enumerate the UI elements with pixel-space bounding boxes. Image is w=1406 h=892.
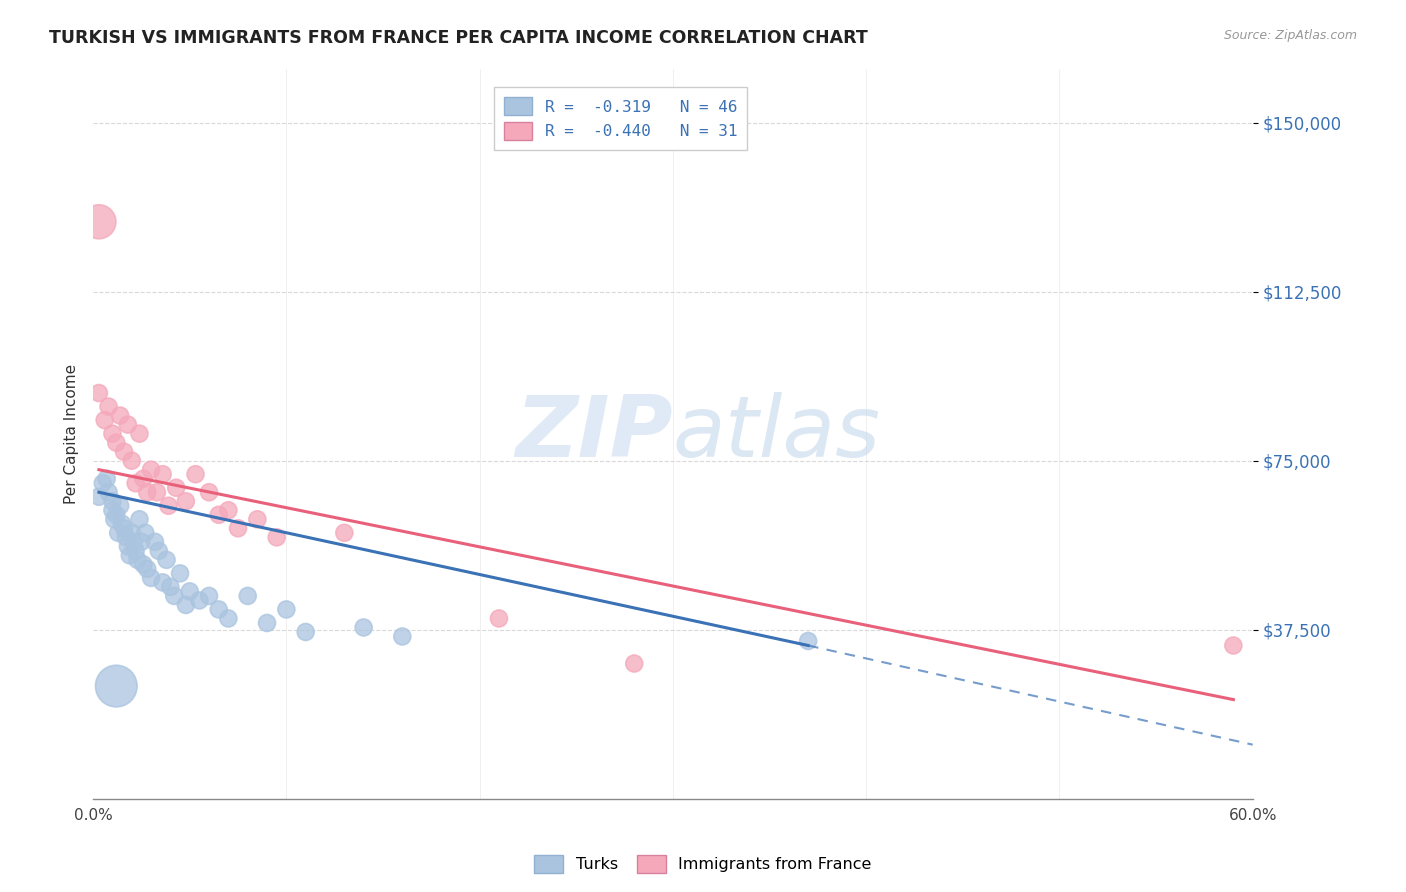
Point — [148, 544, 170, 558]
Point — [93, 413, 115, 427]
Point — [97, 400, 120, 414]
Text: atlas: atlas — [673, 392, 882, 475]
Point — [128, 426, 150, 441]
Point — [246, 512, 269, 526]
Point — [217, 611, 239, 625]
Point — [136, 485, 159, 500]
Point — [117, 417, 139, 432]
Point — [226, 521, 249, 535]
Text: TURKISH VS IMMIGRANTS FROM FRANCE PER CAPITA INCOME CORRELATION CHART: TURKISH VS IMMIGRANTS FROM FRANCE PER CA… — [49, 29, 868, 46]
Point — [105, 679, 128, 693]
Point — [91, 476, 114, 491]
Point — [174, 494, 197, 508]
Point — [128, 512, 150, 526]
Legend: Turks, Immigrants from France: Turks, Immigrants from France — [527, 848, 879, 880]
Point — [208, 602, 231, 616]
Point — [159, 580, 181, 594]
Point — [105, 435, 128, 450]
Point — [1222, 639, 1244, 653]
Point — [174, 598, 197, 612]
Point — [294, 624, 316, 639]
Point — [105, 508, 128, 522]
Point — [115, 530, 138, 544]
Point — [391, 630, 413, 644]
Point — [236, 589, 259, 603]
Y-axis label: Per Capita Income: Per Capita Income — [65, 364, 79, 504]
Point — [131, 534, 153, 549]
Point — [121, 453, 143, 467]
Point — [108, 409, 131, 423]
Point — [152, 575, 174, 590]
Point — [276, 602, 298, 616]
Point — [136, 562, 159, 576]
Point — [127, 553, 149, 567]
Point — [169, 566, 191, 581]
Point — [139, 463, 162, 477]
Point — [163, 589, 186, 603]
Point — [132, 558, 155, 572]
Point — [122, 534, 145, 549]
Point — [87, 215, 110, 229]
Point — [112, 521, 135, 535]
Point — [198, 589, 221, 603]
Point — [143, 534, 166, 549]
Point — [118, 549, 141, 563]
Legend: R =  -0.319   N = 46, R =  -0.440   N = 31: R = -0.319 N = 46, R = -0.440 N = 31 — [494, 87, 748, 150]
Point — [157, 499, 180, 513]
Point — [198, 485, 221, 500]
Point — [155, 553, 177, 567]
Point — [179, 584, 201, 599]
Point — [152, 467, 174, 482]
Point — [124, 544, 146, 558]
Point — [97, 485, 120, 500]
Point — [111, 516, 134, 531]
Point — [208, 508, 231, 522]
Point — [124, 476, 146, 491]
Point — [256, 615, 278, 630]
Point — [103, 512, 125, 526]
Point — [132, 472, 155, 486]
Text: Source: ZipAtlas.com: Source: ZipAtlas.com — [1223, 29, 1357, 42]
Point — [188, 593, 211, 607]
Point — [797, 634, 820, 648]
Point — [217, 503, 239, 517]
Point — [121, 525, 143, 540]
Point — [146, 485, 169, 500]
Point — [488, 611, 510, 625]
Point — [184, 467, 207, 482]
Point — [101, 426, 124, 441]
Point — [266, 530, 288, 544]
Point — [108, 499, 131, 513]
Point — [139, 571, 162, 585]
Text: ZIP: ZIP — [515, 392, 673, 475]
Point — [87, 386, 110, 401]
Point — [165, 481, 187, 495]
Point — [87, 490, 110, 504]
Point — [96, 472, 118, 486]
Point — [333, 525, 356, 540]
Point — [107, 525, 129, 540]
Point — [112, 444, 135, 458]
Point — [101, 503, 124, 517]
Point — [623, 657, 645, 671]
Point — [134, 525, 156, 540]
Point — [101, 494, 124, 508]
Point — [353, 620, 375, 634]
Point — [117, 539, 139, 553]
